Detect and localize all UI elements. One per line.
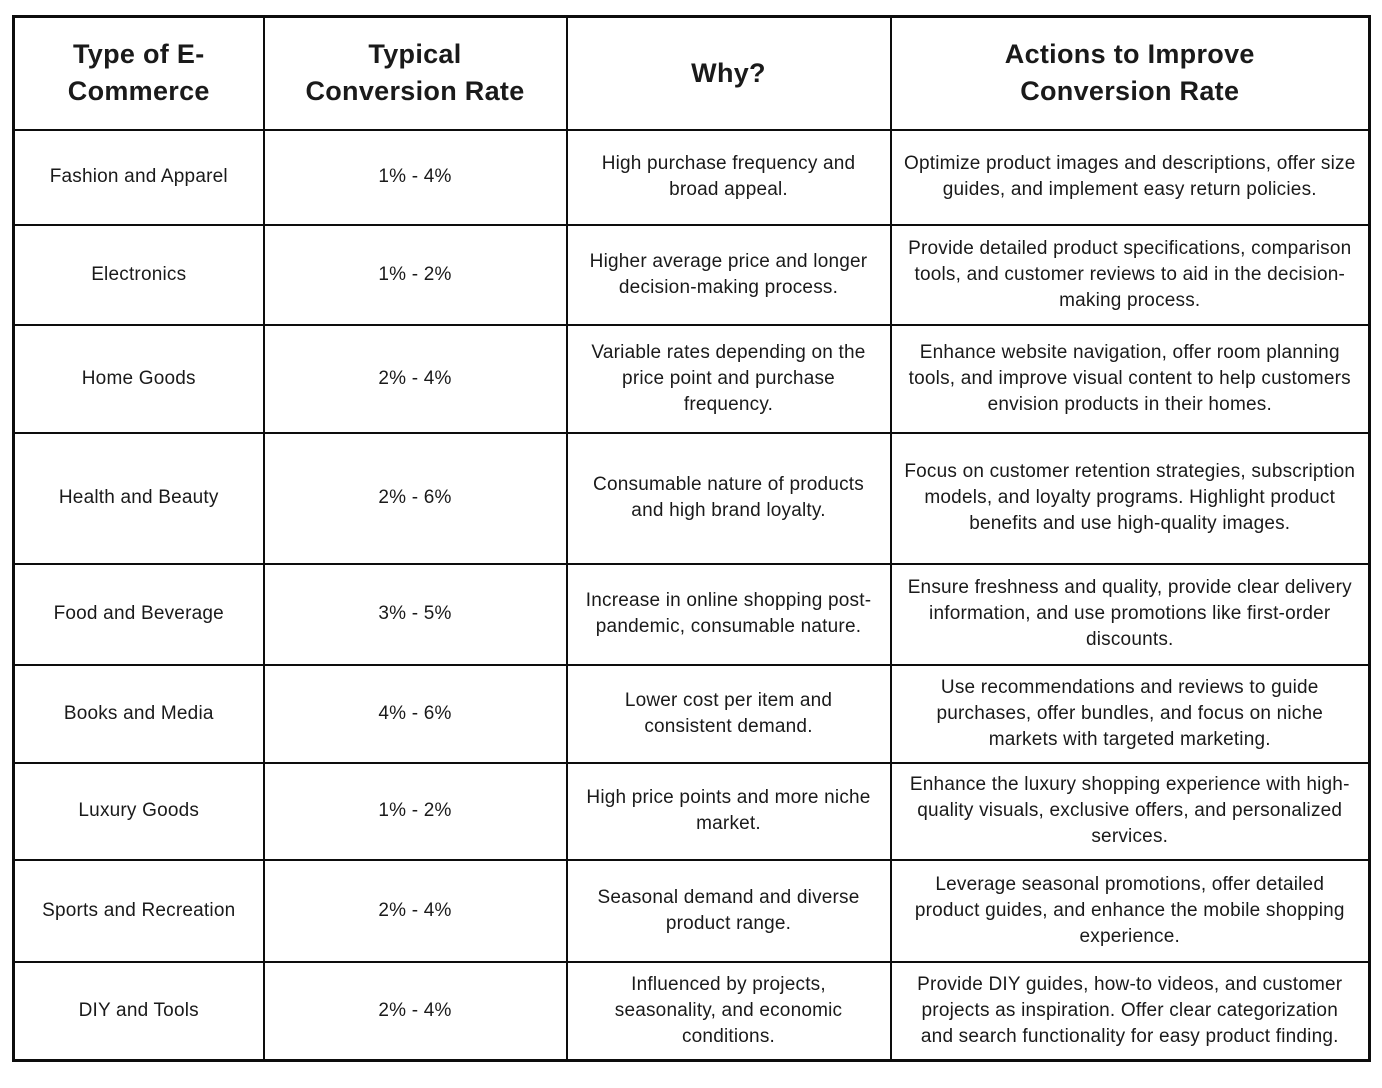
table-body: Fashion and Apparel 1% - 4% High purchas…	[12, 128, 1371, 1062]
cell-why: Higher average price and longer decision…	[565, 223, 892, 326]
cell-rate: 4% - 6%	[262, 663, 568, 764]
header-row: Type of E- Commerce Typical Conversion R…	[12, 15, 1371, 131]
cell-rate: 1% - 4%	[262, 128, 568, 226]
cell-why: Lower cost per item and consistent deman…	[565, 663, 892, 764]
cell-why: High price points and more niche market.	[565, 761, 892, 861]
cell-type: Electronics	[12, 223, 265, 326]
cell-actions: Use recommendations and reviews to guide…	[889, 663, 1371, 764]
cell-why: Consumable nature of products and high b…	[565, 431, 892, 565]
cell-why: Increase in online shopping post-pandemi…	[565, 562, 892, 666]
cell-rate: 2% - 4%	[262, 323, 568, 434]
cell-rate: 3% - 5%	[262, 562, 568, 666]
cell-rate: 2% - 4%	[262, 960, 568, 1062]
cell-type: Books and Media	[12, 663, 265, 764]
cell-actions: Leverage seasonal promotions, offer deta…	[889, 858, 1371, 963]
cell-type: Sports and Recreation	[12, 858, 265, 963]
table-header: Type of E- Commerce Typical Conversion R…	[12, 15, 1371, 131]
cell-actions: Enhance the luxury shopping experience w…	[889, 761, 1371, 861]
cell-actions: Provide detailed product specifications,…	[889, 223, 1371, 326]
table-row: Luxury Goods 1% - 2% High price points a…	[12, 761, 1371, 861]
table-row: Health and Beauty 2% - 6% Consumable nat…	[12, 431, 1371, 565]
cell-type: Fashion and Apparel	[12, 128, 265, 226]
conversion-rate-table: Type of E- Commerce Typical Conversion R…	[12, 15, 1371, 1062]
column-header-type: Type of E- Commerce	[12, 15, 265, 131]
cell-why: High purchase frequency and broad appeal…	[565, 128, 892, 226]
column-header-why: Why?	[565, 15, 892, 131]
column-header-rate: Typical Conversion Rate	[262, 15, 568, 131]
cell-rate: 2% - 4%	[262, 858, 568, 963]
cell-type: Home Goods	[12, 323, 265, 434]
cell-type: DIY and Tools	[12, 960, 265, 1062]
table-row: Food and Beverage 3% - 5% Increase in on…	[12, 562, 1371, 666]
cell-why: Variable rates depending on the price po…	[565, 323, 892, 434]
cell-why: Seasonal demand and diverse product rang…	[565, 858, 892, 963]
table-row: Books and Media 4% - 6% Lower cost per i…	[12, 663, 1371, 764]
cell-rate: 2% - 6%	[262, 431, 568, 565]
column-header-actions: Actions to Improve Conversion Rate	[889, 15, 1371, 131]
cell-why: Influenced by projects, seasonality, and…	[565, 960, 892, 1062]
cell-actions: Enhance website navigation, offer room p…	[889, 323, 1371, 434]
cell-type: Luxury Goods	[12, 761, 265, 861]
cell-type: Food and Beverage	[12, 562, 265, 666]
table-row: Fashion and Apparel 1% - 4% High purchas…	[12, 128, 1371, 226]
cell-actions: Optimize product images and descriptions…	[889, 128, 1371, 226]
cell-actions: Ensure freshness and quality, provide cl…	[889, 562, 1371, 666]
cell-actions: Focus on customer retention strategies, …	[889, 431, 1371, 565]
table-row: Electronics 1% - 2% Higher average price…	[12, 223, 1371, 326]
table-row: Home Goods 2% - 4% Variable rates depend…	[12, 323, 1371, 434]
table-row: Sports and Recreation 2% - 4% Seasonal d…	[12, 858, 1371, 963]
cell-rate: 1% - 2%	[262, 223, 568, 326]
cell-rate: 1% - 2%	[262, 761, 568, 861]
table-row: DIY and Tools 2% - 4% Influenced by proj…	[12, 960, 1371, 1062]
cell-actions: Provide DIY guides, how-to videos, and c…	[889, 960, 1371, 1062]
cell-type: Health and Beauty	[12, 431, 265, 565]
